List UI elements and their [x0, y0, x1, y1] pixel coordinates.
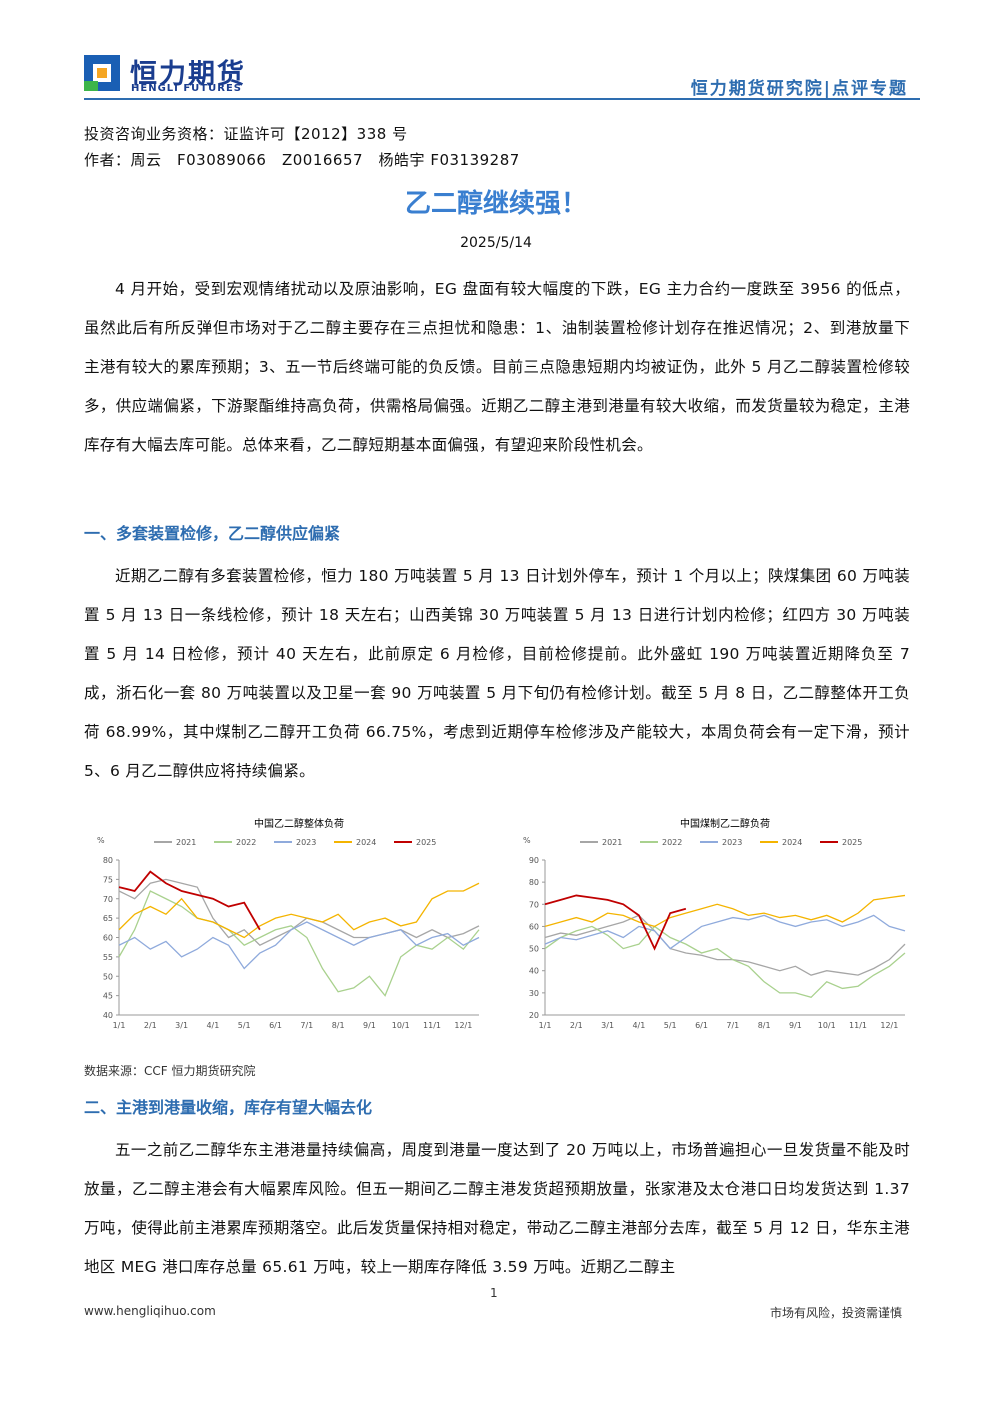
chart-title: 中国煤制乙二醇负荷	[680, 817, 770, 830]
y-tick-label: 70	[103, 895, 113, 904]
authors: 作者：周云 F03089066 Z0016657 杨皓宇 F03139287	[84, 151, 520, 169]
x-tick-label: 8/1	[332, 1021, 345, 1030]
intro: 4 月开始，受到宏观情绪扰动以及原油影响，EG 盘面有较大幅度的下跌，EG 主力…	[84, 280, 910, 454]
series-line	[544, 914, 906, 976]
y-unit: %	[97, 836, 105, 845]
x-tick-label: 5/1	[664, 1021, 677, 1030]
legend-label: 2021	[176, 838, 196, 847]
y-tick-label: 50	[103, 972, 113, 981]
legend-label: 2023	[296, 838, 316, 847]
title: 乙二醇继续强！	[404, 189, 587, 219]
y-tick-label: 20	[529, 1011, 539, 1020]
x-tick-label: 5/1	[238, 1021, 251, 1030]
y-tick-label: 75	[103, 875, 113, 884]
y-tick-label: 60	[529, 922, 539, 931]
x-tick-label: 1/1	[539, 1021, 552, 1030]
series-line	[118, 921, 480, 970]
legend-label: 2024	[356, 838, 376, 847]
y-tick-label: 30	[529, 989, 539, 998]
x-tick-label: 8/1	[758, 1021, 771, 1030]
series-line	[544, 894, 906, 928]
x-tick-label: 11/1	[849, 1021, 867, 1030]
y-tick-label: 50	[529, 945, 539, 954]
series-line	[118, 890, 480, 997]
x-tick-label: 7/1	[300, 1021, 313, 1030]
legend-label: 2022	[236, 838, 256, 847]
series-line	[118, 882, 480, 939]
legend-label: 2022	[662, 838, 682, 847]
risk-note: 市场有风险，投资需谨慎	[769, 1306, 902, 1320]
y-tick-label: 80	[103, 856, 113, 865]
section-heading: 二、主港到港量收缩，库存有望大幅去化	[84, 1098, 373, 1117]
section-text: 近期乙二醇有多套装置检修，恒力 180 万吨装置 5 月 13 日计划外停车，预…	[84, 567, 910, 780]
chart: 中国乙二醇整体负荷% 40 45 50 55 60 65 70 75 80 1/1 2/1 3/1 4/1…	[97, 817, 480, 1030]
chart-title: 中国乙二醇整体负荷	[254, 817, 344, 830]
x-tick-label: 12/1	[880, 1021, 898, 1030]
legend-label: 2021	[602, 838, 622, 847]
x-tick-label: 11/1	[423, 1021, 441, 1030]
page-number: 1	[490, 1286, 498, 1300]
series-line	[544, 894, 687, 951]
license: 投资咨询业务资格：证监许可【2012】338 号	[84, 125, 408, 143]
x-tick-label: 4/1	[206, 1021, 219, 1030]
y-tick-label: 45	[103, 992, 113, 1001]
brand-en: HENGLI FUTURES	[131, 83, 242, 94]
y-tick-label: 40	[103, 1011, 113, 1020]
data-source: 数据来源：CCF 恒力期货研究院	[84, 1064, 256, 1078]
x-tick-label: 1/1	[113, 1021, 126, 1030]
y-tick-label: 65	[103, 914, 113, 923]
x-tick-label: 6/1	[269, 1021, 282, 1030]
series-line	[118, 870, 261, 931]
x-tick-label: 2/1	[570, 1021, 583, 1030]
y-tick-label: 40	[529, 967, 539, 976]
website: www.hengliqihuo.com	[84, 1304, 216, 1318]
date: 2025/5/14	[460, 235, 532, 251]
legend-label: 2025	[416, 838, 436, 847]
x-tick-label: 7/1	[726, 1021, 739, 1030]
legend-label: 2024	[782, 838, 802, 847]
logo	[84, 55, 120, 91]
x-tick-label: 6/1	[695, 1021, 708, 1030]
x-tick-label: 2/1	[144, 1021, 157, 1030]
x-tick-label: 9/1	[789, 1021, 802, 1030]
x-tick-label: 10/1	[818, 1021, 836, 1030]
x-tick-label: 12/1	[454, 1021, 472, 1030]
series-line	[544, 925, 906, 999]
x-tick-label: 9/1	[363, 1021, 376, 1030]
x-tick-label: 3/1	[175, 1021, 188, 1030]
y-tick-label: 80	[529, 878, 539, 887]
department: 恒力期货研究院|点评专题	[690, 79, 908, 99]
chart: 中国煤制乙二醇负荷% 20 30 40 50 60 70 80 90 1/1 2/1 3/1 4/1 5/…	[523, 817, 906, 1030]
y-tick-label: 90	[529, 856, 539, 865]
legend-label: 2025	[842, 838, 862, 847]
x-tick-label: 3/1	[601, 1021, 614, 1030]
y-unit: %	[523, 836, 531, 845]
x-tick-label: 4/1	[632, 1021, 645, 1030]
y-tick-label: 55	[103, 953, 113, 962]
legend-label: 2023	[722, 838, 742, 847]
section-text: 五一之前乙二醇华东主港港量持续偏高，周度到港量一度达到了 20 万吨以上，市场普…	[84, 1141, 910, 1276]
series-line	[544, 914, 906, 950]
series-line	[118, 878, 480, 947]
section-heading: 一、多套装置检修，乙二醇供应偏紧	[84, 524, 341, 543]
y-tick-label: 70	[529, 900, 539, 909]
brand: 恒力期货	[130, 59, 246, 90]
x-tick-label: 10/1	[392, 1021, 410, 1030]
header-rule	[84, 98, 920, 100]
y-tick-label: 60	[103, 934, 113, 943]
